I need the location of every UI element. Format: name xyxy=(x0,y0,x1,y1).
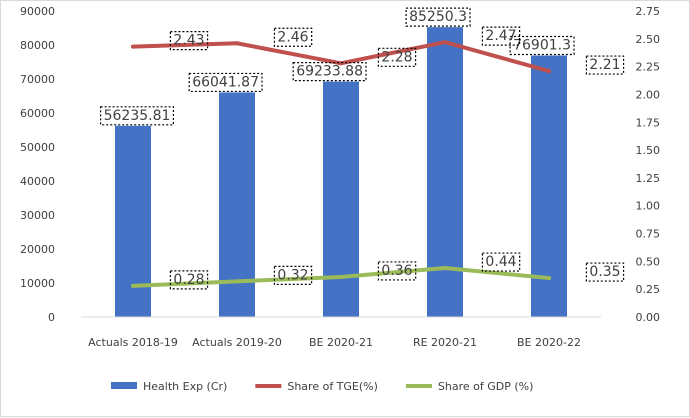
bar-value-label: 76901.3 xyxy=(513,38,571,54)
axes-layer: 0 10000 20000 30000 40000 50000 60000 70000 8000… xyxy=(20,5,660,349)
bar-4 xyxy=(531,55,567,317)
legend: Health Exp (Cr) Share of TGE(%) Share of G… xyxy=(111,380,533,393)
line-value-label-2: 0.32 xyxy=(277,267,308,283)
line-value-label-1: 2.43 xyxy=(173,33,204,49)
line-value-label-2: 0.36 xyxy=(381,263,412,279)
line-point-2-2 xyxy=(339,274,343,279)
line-point-1-4 xyxy=(547,69,551,74)
bar-value-label: 56235.81 xyxy=(104,108,171,124)
y-left-tick-label: 10000 xyxy=(20,277,55,290)
y-right-tick-label: 1.25 xyxy=(636,172,661,185)
line-value-label-2-box xyxy=(169,270,209,290)
line-point-1-0 xyxy=(131,44,135,49)
x-tick-label: Actuals 2019-20 xyxy=(192,336,282,349)
y-right-tick-label: 0.50 xyxy=(636,255,661,268)
y-right-tick-label: 2.25 xyxy=(636,61,661,74)
y-left-tick-label: 90000 xyxy=(20,5,55,18)
y-left-tick-label: 20000 xyxy=(20,243,55,256)
x-tick-label: BE 2020-21 xyxy=(309,336,373,349)
bars-layer xyxy=(115,27,567,318)
y-right-tick-label: 0.75 xyxy=(636,228,661,241)
legend-swatch-bar xyxy=(111,382,137,389)
y-right-tick-label: 1.75 xyxy=(636,116,661,129)
data-labels-layer: 56235.8166041.8769233.8885250.376901.32.… xyxy=(99,7,625,290)
line-point-2-3 xyxy=(443,266,447,271)
line-point-2-0 xyxy=(131,283,135,288)
y-right-tick-label: 2.50 xyxy=(636,33,661,46)
bar-value-label-box xyxy=(405,7,471,27)
lines-layer xyxy=(131,40,551,288)
line-point-2-1 xyxy=(235,279,239,284)
bar-value-label-box xyxy=(188,72,263,93)
line-value-label-1-box xyxy=(273,27,313,47)
y-right-tick-label: 1.00 xyxy=(636,200,661,213)
line-value-label-1: 2.47 xyxy=(485,28,516,44)
y-left-tick-label: 60000 xyxy=(20,107,55,120)
line-value-label-2-box xyxy=(273,265,313,285)
y-left-tick-label: 30000 xyxy=(20,209,55,222)
line-value-label-1-box xyxy=(169,31,209,51)
bar-0 xyxy=(115,125,151,317)
y-left-tick-label: 50000 xyxy=(20,141,55,154)
y-right-tick-label: 2.75 xyxy=(636,5,661,18)
line-value-label-1-box xyxy=(377,47,417,67)
line-value-label-1-box xyxy=(585,55,625,75)
legend-label: Share of GDP (%) xyxy=(438,380,534,393)
line-value-label-1: 2.46 xyxy=(277,29,308,45)
bar-2 xyxy=(323,81,359,318)
line-point-2-4 xyxy=(547,276,551,281)
line-value-label-1: 2.28 xyxy=(381,49,412,65)
bar-value-label-box xyxy=(509,35,575,56)
x-tick-label: Actuals 2018-19 xyxy=(88,336,178,349)
line-value-label-2-box xyxy=(585,262,625,282)
y-left-tick-label: 70000 xyxy=(20,73,55,86)
bar-value-label: 85250.3 xyxy=(409,9,467,25)
line-value-label-2: 0.35 xyxy=(589,264,620,280)
line-point-1-1 xyxy=(235,41,239,46)
line-point-1-3 xyxy=(443,40,447,45)
bar-value-label: 69233.88 xyxy=(296,64,363,80)
y-left-tick-label: 40000 xyxy=(20,175,55,188)
y-left-tick-label: 80000 xyxy=(20,39,55,52)
y-right-tick-label: 2.00 xyxy=(636,88,661,101)
line-value-label-1: 2.21 xyxy=(589,57,620,73)
bar-value-label: 66041.87 xyxy=(192,74,259,90)
x-tick-label: RE 2020-21 xyxy=(413,336,477,349)
line-value-label-2-box xyxy=(377,261,417,281)
y-right-tick-label: 0.00 xyxy=(636,311,661,324)
bar-3 xyxy=(427,27,463,317)
line-value-label-2-box xyxy=(481,252,521,272)
y-left-tick-label: 0 xyxy=(48,311,55,324)
legend-label: Share of TGE(%) xyxy=(287,380,378,393)
line-value-label-2: 0.28 xyxy=(173,272,204,288)
legend-label: Health Exp (Cr) xyxy=(143,380,227,393)
y-right-tick-label: 1.50 xyxy=(636,144,661,157)
line-value-label-1-box xyxy=(481,26,521,46)
bar-value-label-box xyxy=(292,62,367,82)
x-tick-label: BE 2020-22 xyxy=(517,336,581,349)
line-value-label-2: 0.44 xyxy=(485,254,516,270)
y-right-tick-label: 0.25 xyxy=(636,283,661,296)
bar-value-label-box xyxy=(99,106,175,126)
